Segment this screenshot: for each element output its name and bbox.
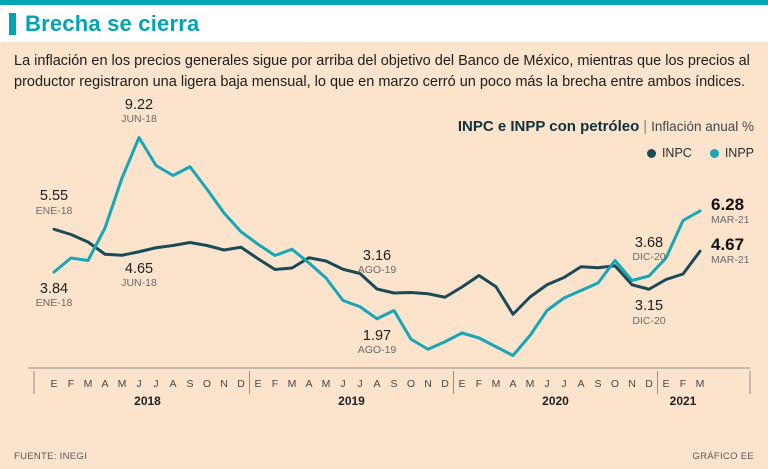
legend-dot-INPP xyxy=(709,148,719,158)
chart-title: INPC e INPP con petróleo | Inflación anual… xyxy=(458,118,754,135)
month-label: M xyxy=(492,378,501,390)
month-label: A xyxy=(373,378,380,390)
month-label: S xyxy=(390,378,397,390)
legend-item-INPC: INPC xyxy=(646,146,692,161)
month-label: D xyxy=(237,378,245,390)
source-label: FUENTE: INEGI xyxy=(14,451,88,462)
month-label: A xyxy=(577,378,584,390)
month-label: A xyxy=(101,378,108,390)
month-label: M xyxy=(118,378,127,390)
month-label: O xyxy=(611,378,619,390)
month-label: M xyxy=(288,378,297,390)
chart-header: INPC e INPP con petróleo | Inflación anual… xyxy=(458,118,754,160)
month-label: F xyxy=(272,378,278,390)
month-label: S xyxy=(186,378,193,390)
footer: FUENTE: INEGI GRÁFICO EE xyxy=(0,451,768,469)
month-label: S xyxy=(594,378,601,390)
month-label: E xyxy=(50,378,57,390)
chart-panel: La inflación en los precios generales si… xyxy=(0,42,768,469)
month-label: J xyxy=(340,378,345,390)
title-accent-bar xyxy=(9,13,16,35)
month-label: N xyxy=(220,378,228,390)
chart-title-separator: | xyxy=(643,118,648,136)
month-label: J xyxy=(357,378,362,390)
month-label: J xyxy=(153,378,158,390)
month-label: F xyxy=(68,378,74,390)
credit-label: GRÁFICO EE xyxy=(692,451,754,462)
chart-title-subtitle: Inflación anual % xyxy=(651,119,754,135)
page-title: Brecha se cierra xyxy=(25,11,200,36)
month-label: F xyxy=(680,378,686,390)
month-label: A xyxy=(169,378,176,390)
legend: INPC INPP xyxy=(458,146,754,160)
month-label: N xyxy=(628,378,636,390)
series-line-INPP xyxy=(52,136,702,358)
chart-title-main: INPC e INPP con petróleo xyxy=(457,118,640,136)
month-label: J xyxy=(561,378,566,390)
legend-label-INPP: INPP xyxy=(724,146,754,161)
month-label: D xyxy=(645,378,653,390)
series-line-INPC xyxy=(52,227,702,316)
month-label: F xyxy=(476,378,482,390)
month-label: M xyxy=(322,378,331,390)
month-label: E xyxy=(458,378,465,390)
year-label: 2020 xyxy=(542,394,569,408)
month-label: J xyxy=(544,378,549,390)
month-label: M xyxy=(696,378,705,390)
legend-label-INPC: INPC xyxy=(661,146,692,161)
month-label: J xyxy=(136,378,141,390)
month-label: M xyxy=(526,378,535,390)
month-label: E xyxy=(254,378,261,390)
month-label: M xyxy=(84,378,93,390)
month-label: A xyxy=(305,378,312,390)
year-label: 2021 xyxy=(670,394,697,408)
legend-dot-INPC xyxy=(646,148,656,158)
month-label: A xyxy=(509,378,516,390)
top-accent-border xyxy=(0,0,768,5)
month-label: E xyxy=(662,378,669,390)
month-label: O xyxy=(203,378,211,390)
description: La inflación en los precios generales si… xyxy=(14,53,750,90)
year-label: 2019 xyxy=(338,394,365,408)
legend-item-INPP: INPP xyxy=(709,146,754,161)
month-label: N xyxy=(424,378,432,390)
header: Brecha se cierra xyxy=(0,5,768,42)
month-label: O xyxy=(407,378,415,390)
chart-area: INPC e INPP con petróleo | Inflación anual… xyxy=(14,94,754,410)
month-label: D xyxy=(441,378,449,390)
year-label: 2018 xyxy=(134,394,161,408)
